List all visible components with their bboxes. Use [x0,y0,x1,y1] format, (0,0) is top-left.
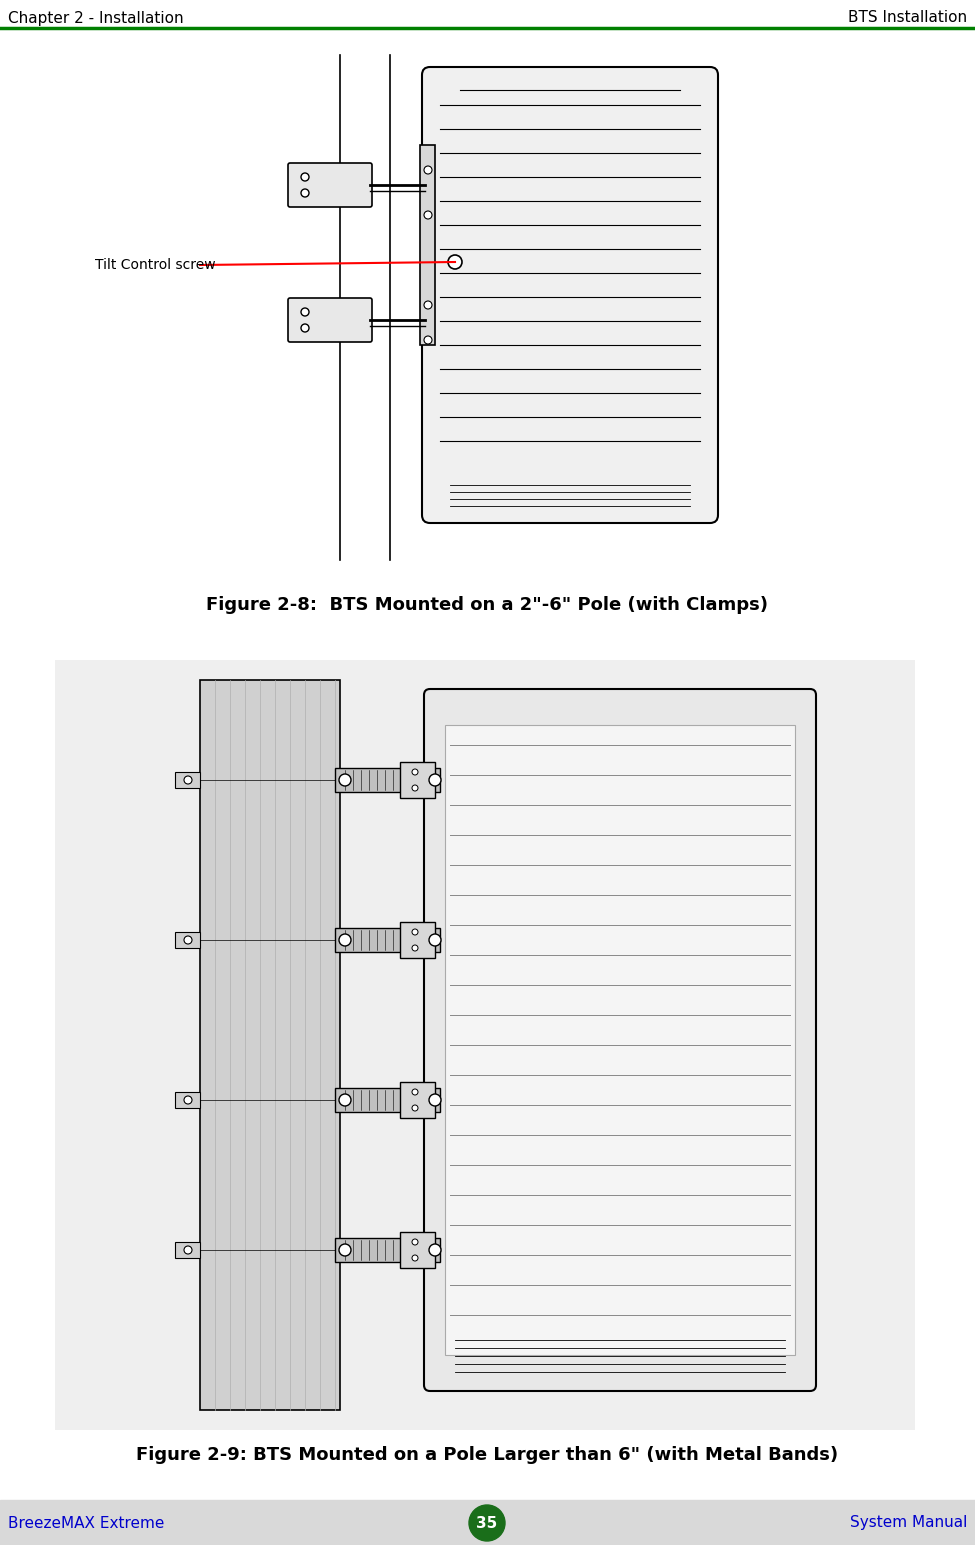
Circle shape [184,1245,192,1255]
Circle shape [184,936,192,944]
Circle shape [339,774,351,786]
FancyBboxPatch shape [422,66,718,524]
Text: BTS Installation: BTS Installation [848,11,967,26]
Bar [0,1500,975,1545]
Circle shape [412,1255,418,1261]
Bar [400,762,435,799]
Circle shape [424,301,432,309]
Circle shape [429,774,441,786]
Text: Figure 2-8:  BTS Mounted on a 2"-6" Pole (with Clamps): Figure 2-8: BTS Mounted on a 2"-6" Pole … [206,596,768,613]
Circle shape [429,1244,441,1256]
Circle shape [339,1094,351,1106]
Text: BreezeMAX Extreme: BreezeMAX Extreme [8,1516,165,1531]
Bar [175,1242,200,1258]
Circle shape [412,1089,418,1095]
Circle shape [412,1239,418,1245]
Bar [400,922,435,958]
Circle shape [412,946,418,952]
Circle shape [424,165,432,175]
Circle shape [339,935,351,946]
Bar [200,680,340,1411]
FancyBboxPatch shape [288,298,372,341]
Bar [175,932,200,949]
Circle shape [184,776,192,783]
Bar [175,772,200,788]
Circle shape [301,173,309,181]
Circle shape [339,1244,351,1256]
Bar [175,1092,200,1108]
Circle shape [301,324,309,332]
Bar [400,1231,435,1268]
FancyBboxPatch shape [288,164,372,207]
Circle shape [412,785,418,791]
Bar [335,929,440,952]
Circle shape [412,929,418,935]
Circle shape [301,307,309,317]
Circle shape [429,1094,441,1106]
Bar [335,1238,440,1262]
Bar [445,725,795,1355]
Text: 35: 35 [477,1516,497,1531]
Circle shape [448,255,462,269]
Text: System Manual: System Manual [849,1516,967,1531]
Bar [400,1082,435,1119]
Bar [335,768,440,793]
Text: Chapter 2 - Installation: Chapter 2 - Installation [8,11,183,26]
Circle shape [412,1105,418,1111]
Circle shape [469,1505,505,1540]
Bar [55,660,915,1431]
Circle shape [424,335,432,345]
FancyBboxPatch shape [424,689,816,1390]
Bar [420,145,435,345]
Circle shape [424,212,432,219]
Bar [80,45,830,565]
Text: Tilt Control screw: Tilt Control screw [95,258,215,272]
Circle shape [301,188,309,198]
Bar [335,1088,440,1112]
Text: Figure 2-9: BTS Mounted on a Pole Larger than 6" (with Metal Bands): Figure 2-9: BTS Mounted on a Pole Larger… [136,1446,838,1465]
Circle shape [429,935,441,946]
Circle shape [184,1095,192,1105]
Circle shape [412,769,418,776]
